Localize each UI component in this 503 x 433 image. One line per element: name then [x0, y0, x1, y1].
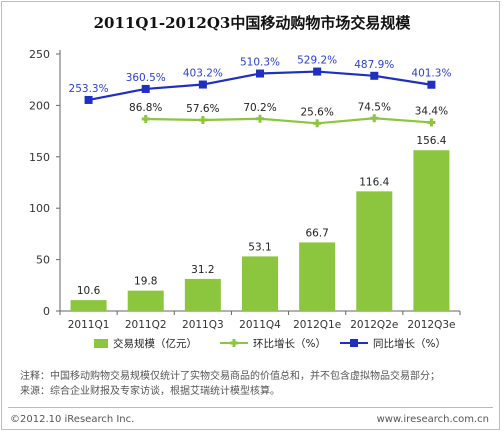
notes: 注释：中国移动购物交易规模仅统计了实物交易商品的价值总和，并不包含虚拟物品交易部…: [20, 369, 490, 399]
qoq-value-label: 25.6%: [300, 106, 333, 118]
yoy-value-label: 487.9%: [354, 59, 394, 71]
qoq-marker: [201, 115, 205, 124]
legend: 交易规模（亿元） 环比增长（%） 同比增长（%）: [94, 337, 446, 350]
qoq-marker: [258, 114, 262, 123]
yoy-value-label: 510.3%: [240, 57, 280, 69]
yoy-marker: [256, 69, 264, 78]
qoq-value-label: 70.2%: [243, 102, 276, 114]
qoq-marker: [372, 114, 376, 123]
bar-value-label: 66.7: [305, 227, 328, 239]
yoy-marker: [313, 67, 322, 76]
source-line: 来源：综合企业财报及专家访谈，根据艾瑞统计模型核算。: [20, 386, 280, 397]
lines: [84, 67, 436, 128]
legend-swatch-bar: [94, 339, 108, 348]
yoy-marker: [84, 95, 93, 104]
yoy-value-label: 401.3%: [411, 68, 451, 80]
note-line: 注释：中国移动购物交易规模仅统计了实物交易商品的价值总和，并不包含虚拟物品交易部…: [20, 371, 440, 382]
x-tick-label: 2011Q1: [68, 319, 110, 331]
x-tick-label: 2012Q2e: [350, 319, 398, 331]
y-tick-label: 250: [29, 48, 50, 61]
bars: [70, 150, 450, 311]
yoy-value-label: 529.2%: [297, 55, 337, 67]
y-tick-label: 150: [29, 151, 50, 164]
copyright: ©2012.10 iResearch Inc.: [10, 414, 135, 425]
bar: [242, 256, 278, 311]
chart: 2011Q1-2012Q3中国移动购物市场交易规模 0 50 100 150 200 25…: [29, 14, 461, 350]
bar-value-label: 53.1: [248, 241, 271, 253]
yoy-value-label: 253.3%: [69, 83, 109, 95]
yoy-marker: [198, 80, 207, 89]
legend-label-qoq: 环比增长（%）: [253, 337, 326, 350]
yoy-value-label: 403.2%: [183, 68, 223, 80]
data-labels: 10.6 19.8 31.2 53.1 66.7 116.4 156.4 86.8% 57.6%…: [69, 55, 452, 298]
bar-value-label: 116.4: [359, 176, 389, 188]
qoq-marker: [315, 119, 319, 128]
axes: 0 50 100 150 200 250 2011Q1 2011Q2 2011Q3 2011Q4 2…: [29, 48, 461, 331]
bar: [356, 191, 393, 311]
yoy-marker: [370, 71, 379, 80]
bar-value-label: 19.8: [134, 276, 157, 288]
qoq-value-label: 57.6%: [186, 103, 219, 115]
bar: [127, 290, 164, 311]
qoq-marker: [144, 114, 148, 123]
y-tick-label: 50: [36, 254, 50, 267]
yoy-marker: [427, 80, 436, 89]
qoq-growth-line: [145, 117, 432, 125]
bar-value-label: 31.2: [191, 264, 214, 276]
qoq-marker: [429, 118, 433, 127]
bar-value-label: 10.6: [77, 285, 101, 297]
y-tick-label: 100: [29, 202, 50, 215]
y-tick-label: 0: [43, 305, 50, 318]
legend-label-yoy: 同比增长（%）: [373, 337, 446, 350]
yoy-value-label: 360.5%: [126, 72, 166, 84]
legend-marker-yoy: [350, 339, 358, 347]
x-tick-label: 2012Q1e: [293, 319, 341, 331]
qoq-value-label: 74.5%: [358, 101, 391, 113]
yoy-marker: [141, 84, 150, 93]
qoq-value-label: 86.8%: [129, 102, 162, 114]
qoq-value-label: 34.4%: [415, 105, 448, 117]
bar: [413, 150, 450, 311]
chart-title: 2011Q1-2012Q3中国移动购物市场交易规模: [94, 14, 412, 32]
bar: [184, 278, 221, 311]
legend-label-bar: 交易规模（亿元）: [113, 337, 197, 350]
legend-marker-qoq: [232, 339, 236, 347]
footer-divider: [8, 407, 493, 408]
bar: [70, 300, 107, 311]
x-tick-label: 2012Q3e: [407, 319, 455, 331]
x-tick-label: 2011Q2: [125, 319, 167, 331]
x-tick-label: 2011Q4: [239, 319, 281, 331]
bar: [299, 242, 336, 311]
website: www.iresearch.com.cn: [376, 414, 489, 425]
x-tick-label: 2011Q3: [182, 319, 224, 331]
bar-value-label: 156.4: [416, 135, 446, 147]
y-tick-label: 200: [29, 99, 50, 112]
